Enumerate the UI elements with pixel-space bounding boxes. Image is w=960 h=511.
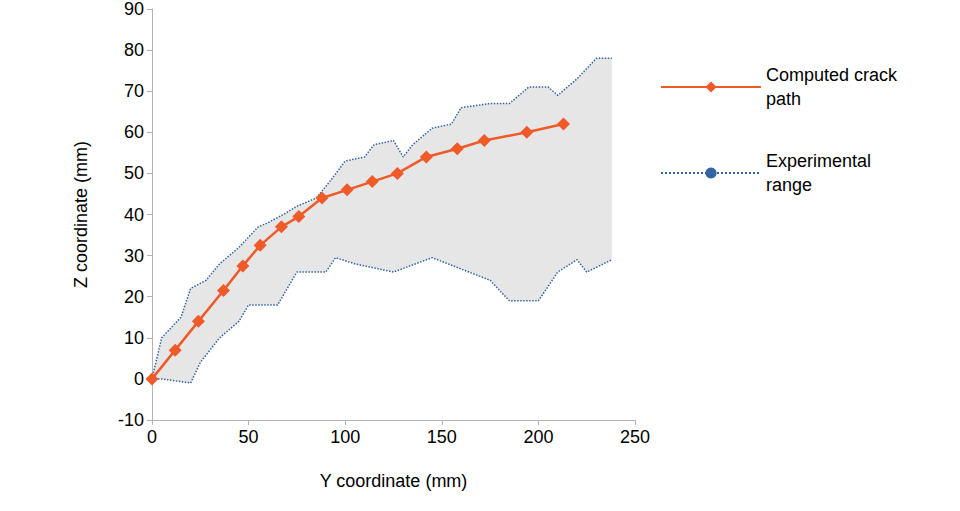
svg-text:200: 200 [523,427,553,447]
svg-text:50: 50 [239,427,259,447]
svg-text:100: 100 [330,427,360,447]
svg-text:70: 70 [124,81,144,101]
svg-text:Z coordinate (mm): Z coordinate (mm) [71,141,91,288]
svg-text:0: 0 [134,369,144,389]
svg-text:150: 150 [427,427,457,447]
svg-text:10: 10 [124,328,144,348]
svg-text:90: 90 [124,0,144,19]
svg-text:250: 250 [620,427,650,447]
svg-text:50: 50 [124,163,144,183]
svg-text:60: 60 [124,122,144,142]
svg-text:Computed crack: Computed crack [766,65,902,85]
svg-text:Y coordinate (mm): Y coordinate (mm) [320,471,468,491]
svg-text:20: 20 [124,287,144,307]
svg-text:path: path [766,89,801,109]
svg-text:Experimental: Experimental [766,151,876,171]
svg-text:0: 0 [147,427,157,447]
svg-text:range: range [766,175,812,195]
svg-text:40: 40 [124,205,144,225]
svg-text:30: 30 [124,246,144,266]
svg-text:80: 80 [124,40,144,60]
svg-text:-10: -10 [118,410,144,430]
